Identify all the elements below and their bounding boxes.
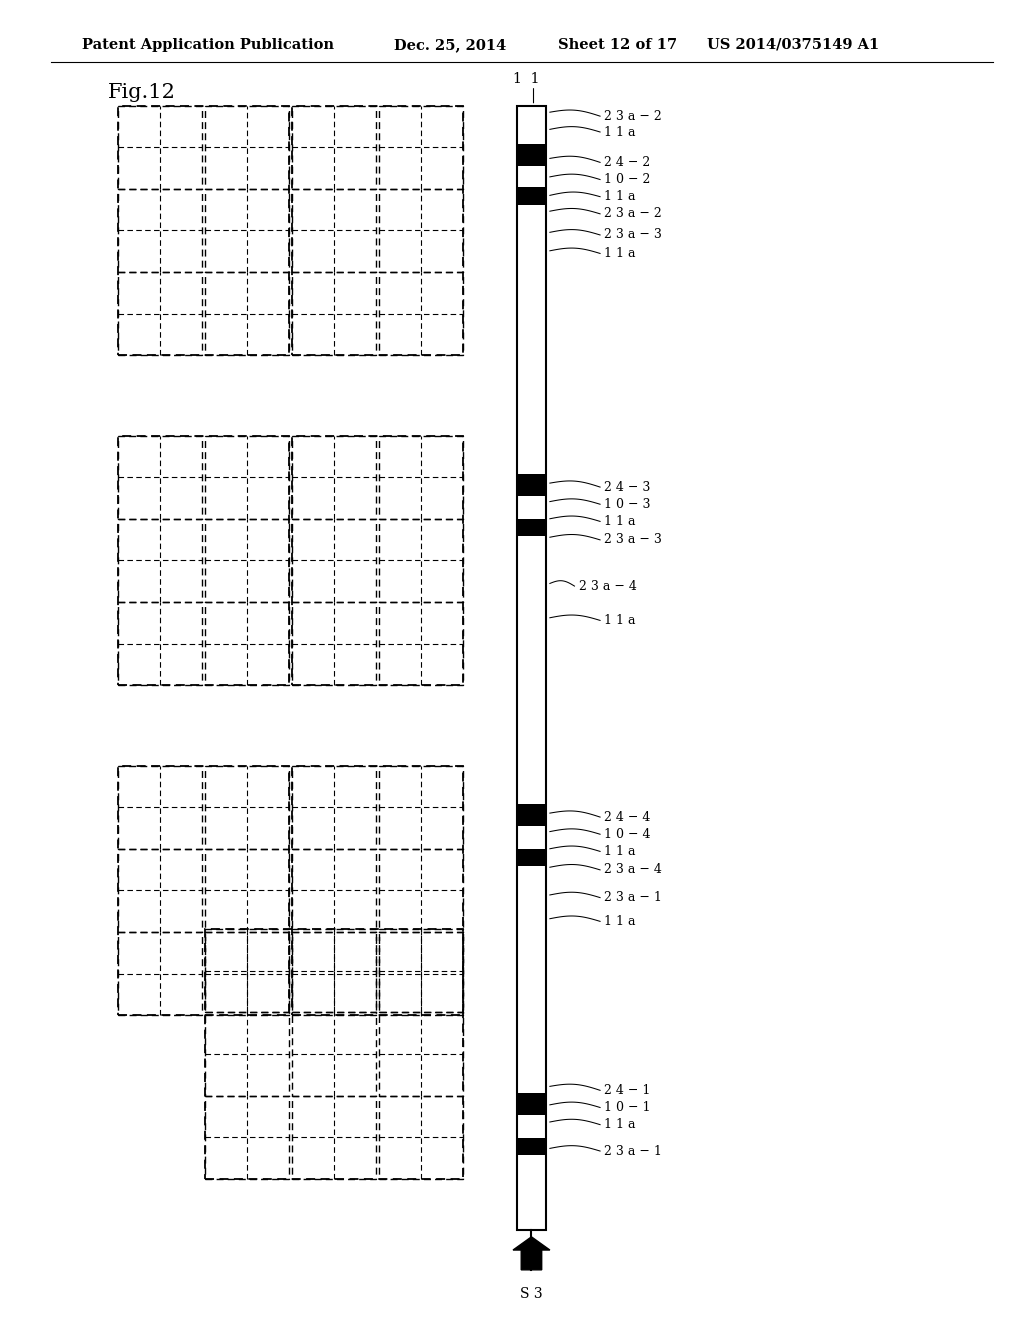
Text: S 3: S 3 — [520, 1287, 543, 1302]
Text: Sheet 12 of 17: Sheet 12 of 17 — [558, 38, 677, 51]
Text: 2 4 − 1: 2 4 − 1 — [604, 1084, 650, 1097]
Text: 1 0 − 2: 1 0 − 2 — [604, 173, 650, 186]
Text: 2 3 a − 1: 2 3 a − 1 — [604, 1144, 663, 1158]
Text: 2 3 a − 4: 2 3 a − 4 — [604, 863, 663, 876]
Bar — [517, 849, 546, 866]
Bar — [517, 106, 546, 1230]
Text: 1 0 − 4: 1 0 − 4 — [604, 828, 650, 841]
Text: 1 0 − 1: 1 0 − 1 — [604, 1101, 650, 1114]
Bar — [517, 1093, 546, 1115]
Text: 1 1 a: 1 1 a — [604, 515, 636, 528]
Bar — [517, 144, 546, 166]
Text: 2 3 a − 1: 2 3 a − 1 — [604, 891, 663, 904]
Text: Patent Application Publication: Patent Application Publication — [82, 38, 334, 51]
Text: 2 4 − 4: 2 4 − 4 — [604, 810, 650, 824]
Text: 1 1 a: 1 1 a — [604, 1118, 636, 1131]
Text: US 2014/0375149 A1: US 2014/0375149 A1 — [707, 38, 879, 51]
Text: Fig.12: Fig.12 — [108, 83, 175, 102]
Text: 2 4 − 2: 2 4 − 2 — [604, 156, 650, 169]
Text: 2 3 a − 3: 2 3 a − 3 — [604, 533, 663, 546]
Text: 2 3 a − 2: 2 3 a − 2 — [604, 207, 662, 220]
Polygon shape — [513, 1237, 550, 1270]
Text: 2 4 − 3: 2 4 − 3 — [604, 480, 650, 494]
Text: 1  1: 1 1 — [513, 71, 540, 86]
Text: 1 1 a: 1 1 a — [604, 125, 636, 139]
Text: 1 1 a: 1 1 a — [604, 247, 636, 260]
Bar — [517, 519, 546, 536]
Text: 1 1 a: 1 1 a — [604, 614, 636, 627]
Text: 2 3 a − 2: 2 3 a − 2 — [604, 110, 662, 123]
Bar — [517, 1138, 546, 1155]
Bar — [517, 187, 546, 205]
Text: 1 1 a: 1 1 a — [604, 190, 636, 203]
Text: 1 1 a: 1 1 a — [604, 845, 636, 858]
Text: 1 0 − 3: 1 0 − 3 — [604, 498, 650, 511]
Bar — [517, 474, 546, 496]
Bar — [517, 804, 546, 826]
Text: Dec. 25, 2014: Dec. 25, 2014 — [394, 38, 507, 51]
Text: 1 1 a: 1 1 a — [604, 915, 636, 928]
Text: 2 3 a − 4: 2 3 a − 4 — [579, 579, 637, 593]
Text: 2 3 a − 3: 2 3 a − 3 — [604, 228, 663, 242]
